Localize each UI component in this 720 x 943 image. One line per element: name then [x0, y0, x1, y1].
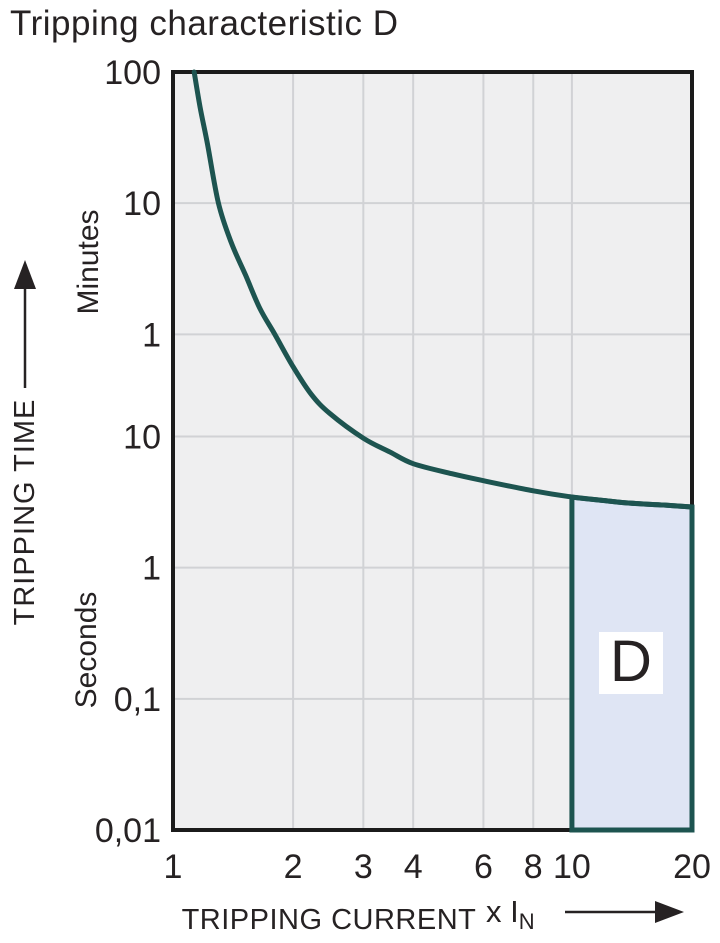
x-tick-label: 4	[404, 848, 423, 886]
y-tick-label: 1	[142, 550, 161, 588]
x-tick-label: 2	[284, 848, 303, 886]
x-axis-multiplier-subscript: N	[518, 909, 535, 935]
y-tick-label: 1	[142, 316, 161, 354]
y-tick-label: 10	[123, 418, 161, 456]
y-tick-label: 10	[123, 185, 161, 223]
x-axis-multiplier-prefix: x I	[486, 894, 519, 929]
x-tick-label: 10	[553, 848, 591, 886]
y-tick-label: 0,1	[114, 681, 161, 719]
right-arrow-icon	[565, 901, 684, 923]
y-tick-label: 100	[104, 54, 161, 92]
x-tick-label: 20	[673, 848, 711, 886]
chart-title: Tripping characteristic D	[10, 4, 399, 43]
plot-frame	[171, 70, 694, 832]
x-axis-multiplier: x IN	[486, 894, 535, 935]
y-axis-title: TRIPPING TIME	[9, 398, 41, 626]
y-tick-label: 0,01	[95, 812, 161, 850]
region-d-label: D	[599, 632, 663, 694]
x-tick-label: 6	[474, 848, 493, 886]
x-tick-label: 1	[164, 848, 183, 886]
y-unit-seconds-label: Seconds	[70, 591, 103, 709]
y-unit-minutes-label: Minutes	[72, 209, 105, 315]
x-tick-label: 8	[524, 848, 543, 886]
x-tick-label: 3	[354, 848, 373, 886]
up-arrow-icon	[14, 260, 36, 388]
trip-curve	[191, 69, 695, 510]
x-axis-title: TRIPPING CURRENT	[181, 904, 477, 936]
